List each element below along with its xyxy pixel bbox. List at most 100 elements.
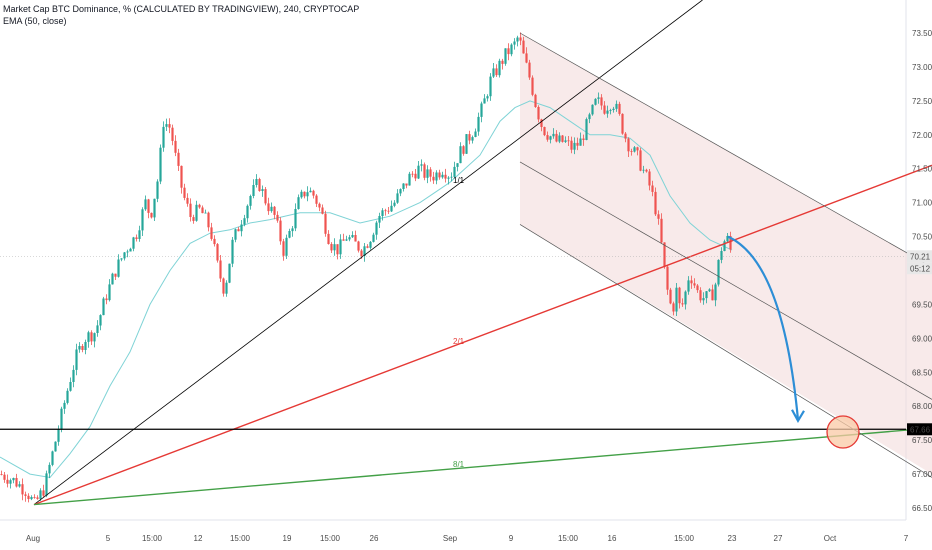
candle bbox=[606, 110, 609, 114]
candle bbox=[420, 164, 423, 166]
candle bbox=[381, 210, 384, 216]
candle bbox=[471, 137, 474, 141]
candle bbox=[378, 216, 381, 223]
candle bbox=[546, 135, 549, 140]
candle bbox=[393, 202, 396, 206]
candle bbox=[642, 169, 645, 171]
candle bbox=[180, 165, 183, 188]
candle bbox=[351, 235, 354, 238]
candle bbox=[84, 342, 87, 350]
level-price-badge: 67.66 bbox=[910, 425, 931, 434]
candle bbox=[447, 177, 450, 179]
price-tick-label: 69.50 bbox=[912, 300, 932, 309]
candle bbox=[252, 185, 255, 196]
candle bbox=[348, 237, 351, 240]
candle bbox=[384, 210, 387, 212]
candle bbox=[129, 248, 132, 252]
candle bbox=[708, 289, 711, 292]
candle bbox=[468, 134, 471, 141]
candle bbox=[510, 44, 513, 55]
channel-shade bbox=[520, 33, 932, 475]
candle bbox=[411, 173, 414, 175]
candle bbox=[138, 230, 141, 239]
candle bbox=[285, 237, 288, 256]
time-tick-label: 7 bbox=[904, 534, 909, 543]
candle bbox=[192, 217, 195, 221]
candle bbox=[141, 209, 144, 231]
candle bbox=[423, 164, 426, 178]
candle bbox=[132, 237, 135, 249]
candle bbox=[327, 233, 330, 244]
candle bbox=[354, 235, 357, 242]
candle bbox=[555, 133, 558, 142]
fan-label-2x1: 2/1 bbox=[453, 337, 465, 346]
candle bbox=[645, 169, 648, 172]
candle bbox=[126, 251, 129, 253]
candle bbox=[45, 473, 48, 496]
time-tick-label: 19 bbox=[283, 534, 292, 543]
candle bbox=[246, 205, 249, 219]
legend-symbol: Market Cap BTC Dominance, % (CALCULATED … bbox=[3, 4, 360, 14]
candle bbox=[618, 103, 621, 114]
candle bbox=[636, 147, 639, 151]
candle bbox=[63, 402, 66, 409]
candle bbox=[336, 244, 339, 255]
candle bbox=[204, 212, 207, 214]
candle bbox=[288, 231, 291, 238]
candle bbox=[687, 280, 690, 292]
candle bbox=[429, 169, 432, 177]
candle bbox=[714, 284, 717, 301]
candle bbox=[399, 189, 402, 194]
target-circle bbox=[826, 415, 860, 449]
candle bbox=[273, 206, 276, 215]
candle bbox=[156, 181, 159, 199]
candle bbox=[249, 196, 252, 206]
candle bbox=[24, 494, 27, 496]
candle bbox=[198, 204, 201, 208]
candles-layer bbox=[0, 32, 732, 503]
candle bbox=[6, 479, 9, 484]
candle bbox=[78, 346, 81, 350]
projection-arrow-head bbox=[791, 409, 805, 423]
candle bbox=[48, 464, 51, 474]
time-tick-label: Aug bbox=[26, 534, 40, 543]
candle bbox=[528, 62, 531, 78]
candle bbox=[33, 497, 36, 498]
candle bbox=[102, 298, 105, 316]
candle bbox=[159, 147, 162, 182]
candle bbox=[150, 212, 153, 218]
candle bbox=[600, 97, 603, 106]
candle bbox=[630, 151, 633, 152]
candle bbox=[525, 53, 528, 63]
candle bbox=[621, 113, 624, 134]
candle bbox=[573, 142, 576, 150]
candle bbox=[660, 218, 663, 243]
candle bbox=[315, 195, 318, 204]
price-tick-label: 73.50 bbox=[912, 29, 932, 38]
candle bbox=[258, 179, 261, 191]
candle bbox=[495, 68, 498, 76]
candle bbox=[594, 98, 597, 105]
candle bbox=[0, 474, 3, 475]
candle bbox=[720, 251, 723, 260]
candle bbox=[174, 140, 177, 153]
candle bbox=[369, 241, 372, 248]
candle bbox=[612, 108, 615, 110]
candle bbox=[330, 244, 333, 251]
candle bbox=[522, 40, 525, 54]
time-tick-label: 27 bbox=[774, 534, 783, 543]
price-tick-label: 68.50 bbox=[912, 368, 932, 377]
candle bbox=[270, 206, 273, 212]
candle bbox=[414, 173, 417, 179]
candle bbox=[279, 220, 282, 242]
channel-middle-line bbox=[519, 161, 932, 400]
candle bbox=[114, 273, 117, 277]
candle bbox=[582, 138, 585, 140]
price-axis: 73.5073.0072.5072.0071.5071.0070.5070.00… bbox=[907, 29, 932, 513]
price-tick-label: 72.50 bbox=[912, 97, 932, 106]
candle bbox=[693, 283, 696, 286]
candle bbox=[585, 119, 588, 140]
candle bbox=[291, 228, 294, 232]
price-tick-label: 73.00 bbox=[912, 63, 932, 72]
